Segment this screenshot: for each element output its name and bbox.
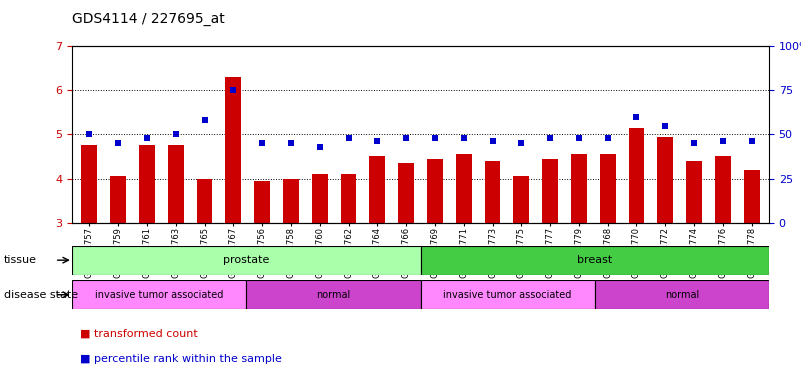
Bar [283, 179, 299, 223]
Point [745, 138, 758, 144]
Bar [398, 163, 414, 223]
Point [284, 140, 297, 146]
Bar [542, 159, 558, 223]
Bar [658, 137, 673, 223]
Bar [196, 179, 212, 223]
Point [169, 131, 182, 137]
Point [716, 138, 729, 144]
Bar [312, 174, 328, 223]
Text: ■ percentile rank within the sample: ■ percentile rank within the sample [80, 354, 282, 364]
Bar [600, 154, 616, 223]
Bar [629, 128, 645, 223]
Point [457, 135, 470, 141]
Point [342, 135, 355, 141]
Bar [485, 161, 501, 223]
Text: tissue: tissue [4, 255, 37, 265]
Text: normal: normal [665, 290, 699, 300]
Point [400, 135, 413, 141]
Text: ■ transformed count: ■ transformed count [80, 329, 198, 339]
Bar [421, 246, 769, 275]
Bar [340, 174, 356, 223]
Point [140, 135, 153, 141]
Bar [72, 280, 247, 309]
Text: disease state: disease state [4, 290, 78, 300]
Point [688, 140, 701, 146]
Point [602, 135, 614, 141]
Point [83, 131, 96, 137]
Point [371, 138, 384, 144]
Bar [513, 176, 529, 223]
Text: GDS4114 / 227695_at: GDS4114 / 227695_at [72, 12, 225, 25]
Bar [111, 176, 126, 223]
Bar [72, 246, 421, 275]
Point [515, 140, 528, 146]
Text: invasive tumor associated: invasive tumor associated [95, 290, 223, 300]
Point [227, 87, 239, 93]
Bar [254, 181, 270, 223]
Bar [369, 157, 385, 223]
Bar [571, 154, 587, 223]
Bar [225, 77, 241, 223]
Point [112, 140, 125, 146]
Point [429, 135, 441, 141]
Point [486, 138, 499, 144]
Bar [594, 280, 769, 309]
Text: normal: normal [316, 290, 351, 300]
Bar [686, 161, 702, 223]
Point [630, 114, 643, 120]
Bar [715, 157, 731, 223]
Point [659, 122, 672, 129]
Point [573, 135, 586, 141]
Point [256, 140, 268, 146]
Bar [247, 280, 421, 309]
Point [198, 117, 211, 123]
Bar [427, 159, 443, 223]
Point [313, 144, 326, 150]
Bar [421, 280, 594, 309]
Bar [82, 146, 97, 223]
Text: prostate: prostate [223, 255, 269, 265]
Text: invasive tumor associated: invasive tumor associated [444, 290, 572, 300]
Text: breast: breast [577, 255, 613, 265]
Bar [456, 154, 472, 223]
Bar [168, 146, 183, 223]
Bar [744, 170, 759, 223]
Point [544, 135, 557, 141]
Bar [139, 146, 155, 223]
